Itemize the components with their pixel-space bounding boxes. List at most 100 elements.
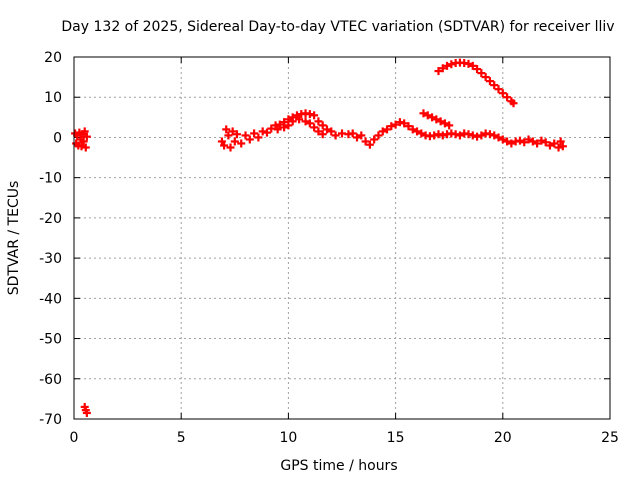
y-tick-label: -60 bbox=[39, 372, 62, 388]
data-point bbox=[365, 140, 374, 149]
data-point bbox=[485, 130, 494, 139]
data-point bbox=[436, 117, 445, 126]
data-point bbox=[494, 85, 503, 94]
data-point bbox=[494, 133, 503, 142]
data-point bbox=[79, 137, 88, 146]
data-point bbox=[498, 89, 507, 98]
y-tick-label: -20 bbox=[39, 211, 62, 227]
data-point bbox=[77, 142, 86, 151]
data-point bbox=[81, 143, 90, 152]
x-tick-label: 5 bbox=[177, 430, 186, 446]
data-point bbox=[241, 131, 250, 140]
data-point bbox=[515, 136, 524, 145]
data-point bbox=[533, 139, 542, 148]
data-point bbox=[262, 128, 271, 137]
data-point bbox=[318, 130, 327, 139]
data-point bbox=[82, 408, 91, 417]
data-point bbox=[481, 73, 490, 82]
data-point bbox=[288, 117, 297, 126]
data-point bbox=[428, 113, 437, 122]
data-point bbox=[445, 121, 454, 130]
y-tick-label: 10 bbox=[44, 90, 62, 106]
data-point bbox=[434, 67, 443, 76]
data-point bbox=[217, 137, 226, 146]
data-point bbox=[438, 64, 447, 73]
data-point bbox=[275, 120, 284, 129]
data-point bbox=[477, 131, 486, 140]
data-point bbox=[473, 132, 482, 141]
grid-layer bbox=[74, 57, 610, 419]
data-point bbox=[348, 129, 357, 138]
data-point bbox=[413, 127, 422, 136]
data-point bbox=[314, 117, 323, 126]
data-point bbox=[228, 127, 237, 136]
data-point bbox=[473, 65, 482, 74]
data-point bbox=[80, 127, 89, 136]
data-point bbox=[423, 111, 432, 120]
data-point bbox=[443, 61, 452, 70]
y-tick-label: -70 bbox=[39, 412, 62, 428]
data-point bbox=[237, 139, 246, 148]
data-point bbox=[498, 135, 507, 144]
data-point bbox=[468, 61, 477, 70]
y-tick-label: -50 bbox=[39, 332, 62, 348]
data-point bbox=[490, 81, 499, 90]
data-point bbox=[503, 137, 512, 146]
data-point bbox=[503, 93, 512, 102]
data-point bbox=[520, 138, 529, 147]
data-point bbox=[432, 115, 441, 124]
x-axis-label: GPS time / hours bbox=[280, 458, 397, 474]
data-point bbox=[455, 131, 464, 140]
data-point bbox=[361, 137, 370, 146]
data-point bbox=[464, 59, 473, 68]
y-tick-label: -10 bbox=[39, 171, 62, 187]
x-tick-label: 20 bbox=[494, 430, 512, 446]
data-point bbox=[464, 130, 473, 139]
data-point bbox=[232, 130, 241, 139]
data-point bbox=[314, 127, 323, 136]
data-point bbox=[226, 143, 235, 152]
data-point bbox=[468, 131, 477, 140]
data-point bbox=[408, 125, 417, 134]
data-point bbox=[391, 120, 400, 129]
y-axis-label: SDTVAR / TECUs bbox=[6, 181, 22, 296]
data-point bbox=[447, 60, 456, 69]
y-tick-label: 20 bbox=[44, 50, 62, 66]
data-point bbox=[485, 77, 494, 86]
data-point bbox=[273, 125, 282, 134]
data-point bbox=[554, 143, 563, 152]
data-point bbox=[430, 131, 439, 140]
data-point bbox=[295, 115, 304, 124]
data-point bbox=[558, 142, 567, 151]
data-points-layer bbox=[71, 58, 567, 417]
x-tick-label: 15 bbox=[387, 430, 405, 446]
data-point bbox=[395, 118, 404, 127]
data-point bbox=[280, 123, 289, 132]
data-point bbox=[419, 109, 428, 118]
data-point bbox=[222, 125, 231, 134]
data-point bbox=[82, 132, 91, 141]
data-point bbox=[387, 122, 396, 131]
data-point bbox=[322, 125, 331, 134]
data-point bbox=[318, 121, 327, 130]
y-tick-label: -30 bbox=[39, 251, 62, 267]
data-point bbox=[507, 139, 516, 148]
data-point bbox=[383, 125, 392, 134]
data-point bbox=[417, 129, 426, 138]
ticks-layer: 0 5 10 15 20 25 -70 -60 -50 -40 -30 -20 -10 0 10 20 bbox=[39, 50, 619, 446]
data-point bbox=[357, 131, 366, 140]
data-point bbox=[434, 130, 443, 139]
plot-frame bbox=[73, 56, 611, 420]
data-point bbox=[310, 111, 319, 120]
data-point bbox=[292, 111, 301, 120]
data-point bbox=[220, 141, 229, 150]
data-point bbox=[230, 137, 239, 146]
data-point bbox=[250, 129, 259, 138]
data-point bbox=[545, 141, 554, 150]
data-point bbox=[556, 137, 565, 146]
x-tick-label: 25 bbox=[601, 430, 619, 446]
data-point bbox=[301, 117, 310, 126]
data-point bbox=[353, 133, 362, 142]
